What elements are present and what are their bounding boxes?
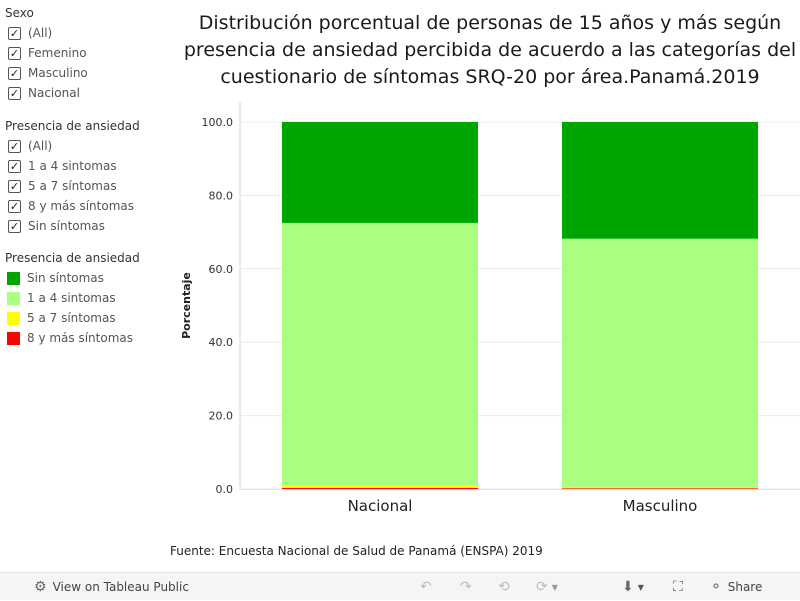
filter-presencia-all[interactable]: ✓ (All) bbox=[8, 138, 52, 154]
legend-title: Presencia de ansiedad bbox=[5, 251, 140, 265]
legend-label: 1 a 4 sintomas bbox=[27, 291, 116, 305]
filter-presencia-sin[interactable]: ✓ Sin síntomas bbox=[8, 218, 105, 234]
bar-segment bbox=[562, 122, 758, 239]
checkbox-icon[interactable]: ✓ bbox=[8, 66, 21, 80]
bar-segment bbox=[282, 487, 478, 489]
filter-sexo-nacional[interactable]: ✓ Nacional bbox=[8, 85, 80, 101]
legend-label: 5 a 7 síntomas bbox=[27, 311, 116, 325]
checkbox-icon[interactable]: ✓ bbox=[8, 159, 21, 173]
chevron-down-icon: ▼ bbox=[637, 582, 644, 592]
legend-item-8mas[interactable]: 8 y más síntomas bbox=[7, 330, 133, 346]
filter-label: Nacional bbox=[28, 86, 80, 100]
y-tick-label: 20.0 bbox=[209, 410, 234, 423]
y-axis-title: Porcentaje bbox=[180, 272, 193, 339]
redo-button[interactable]: ↷ bbox=[460, 573, 472, 601]
fullscreen-icon: ⛶ bbox=[673, 579, 683, 595]
filter-label: (All) bbox=[28, 139, 53, 153]
refresh-icon: ⟳ bbox=[536, 579, 548, 595]
download-icon: ⬇ bbox=[622, 579, 634, 595]
legend-item-1a4[interactable]: 1 a 4 sintomas bbox=[7, 290, 116, 306]
bar-segment bbox=[562, 238, 758, 488]
filter-label: (All) bbox=[28, 26, 53, 40]
chart-title-line: cuestionario de síntomas SRQ-20 por área… bbox=[220, 66, 760, 88]
filter-label: 1 a 4 sintomas bbox=[28, 159, 117, 173]
legend-swatch bbox=[7, 331, 20, 345]
y-tick-label: 80.0 bbox=[209, 189, 234, 202]
chart-title-line: presencia de ansiedad percibida de acuer… bbox=[183, 39, 797, 61]
fullscreen-button[interactable]: ⛶ bbox=[673, 573, 683, 601]
refresh-button[interactable]: ⟳ ▼ bbox=[536, 573, 558, 601]
filter-sexo-femenino[interactable]: ✓ Femenino bbox=[8, 45, 87, 61]
share-icon: ⚬ bbox=[710, 579, 722, 595]
revert-button[interactable]: ⟲ bbox=[498, 573, 510, 601]
undo-button[interactable]: ↶ bbox=[420, 573, 432, 601]
checkbox-icon[interactable]: ✓ bbox=[8, 46, 21, 60]
view-on-tableau-button[interactable]: ⚙ View on Tableau Public bbox=[34, 573, 189, 601]
y-tick-label: 60.0 bbox=[209, 263, 234, 276]
y-tick-label: 40.0 bbox=[209, 336, 234, 349]
checkbox-icon[interactable]: ✓ bbox=[8, 199, 21, 213]
bar-segment bbox=[562, 487, 758, 489]
x-category-label: Nacional bbox=[348, 497, 413, 515]
filter-sexo-all[interactable]: ✓ (All) bbox=[8, 25, 52, 41]
redo-icon: ↷ bbox=[460, 579, 472, 595]
filter-presencia-5a7[interactable]: ✓ 5 a 7 síntomas bbox=[8, 178, 117, 194]
legend-label: 8 y más síntomas bbox=[27, 331, 134, 345]
y-tick-label: 100.0 bbox=[202, 116, 234, 129]
bar-segment bbox=[282, 484, 478, 488]
filter-label: Femenino bbox=[28, 46, 87, 60]
bar-segment bbox=[562, 488, 758, 489]
share-button[interactable]: ⚬ Share bbox=[710, 573, 762, 601]
filter-presencia-8mas[interactable]: ✓ 8 y más síntomas bbox=[8, 198, 134, 214]
share-label: Share bbox=[727, 580, 763, 594]
bar-segment bbox=[282, 122, 478, 223]
chevron-down-icon: ▼ bbox=[551, 582, 558, 592]
checkbox-icon[interactable]: ✓ bbox=[8, 26, 21, 40]
legend-item-5a7[interactable]: 5 a 7 síntomas bbox=[7, 310, 116, 326]
view-on-tableau-label: View on Tableau Public bbox=[52, 580, 189, 594]
y-tick-label: 0.0 bbox=[216, 483, 234, 496]
legend-swatch bbox=[7, 311, 20, 325]
filter-label: Masculino bbox=[28, 66, 88, 80]
filter-title-sexo: Sexo bbox=[5, 6, 34, 20]
stacked-bar-chart: 0.0 20.0 40.0 60.0 80.0 100.0 Porcentaje Nacion… bbox=[180, 102, 800, 515]
download-button[interactable]: ⬇ ▼ bbox=[622, 573, 644, 601]
tableau-toolbar: ⚙ View on Tableau Public ↶ ↷ ⟲ ⟳ ▼ ⬇ ▼ ⛶… bbox=[0, 572, 800, 600]
filter-label: Sin síntomas bbox=[28, 219, 105, 233]
bar-segment bbox=[282, 222, 478, 485]
chart-title-line: Distribución porcentual de personas de 1… bbox=[198, 12, 782, 34]
source-note: Fuente: Encuesta Nacional de Salud de Pa… bbox=[170, 544, 543, 558]
x-category-label: Masculino bbox=[623, 497, 698, 515]
filter-label: 8 y más síntomas bbox=[28, 199, 135, 213]
legend-swatch bbox=[7, 271, 20, 285]
filter-sexo-masculino[interactable]: ✓ Masculino bbox=[8, 65, 88, 81]
legend-swatch bbox=[7, 291, 20, 305]
undo-icon: ↶ bbox=[420, 579, 432, 595]
legend-label: Sin síntomas bbox=[27, 271, 104, 285]
checkbox-icon[interactable]: ✓ bbox=[8, 86, 21, 100]
filter-label: 5 a 7 síntomas bbox=[28, 179, 117, 193]
revert-icon: ⟲ bbox=[498, 579, 510, 595]
checkbox-icon[interactable]: ✓ bbox=[8, 139, 21, 153]
checkbox-icon[interactable]: ✓ bbox=[8, 219, 21, 233]
filter-presencia-1a4[interactable]: ✓ 1 a 4 sintomas bbox=[8, 158, 117, 174]
checkbox-icon[interactable]: ✓ bbox=[8, 179, 21, 193]
tableau-logo-icon: ⚙ bbox=[34, 579, 47, 595]
chart-title: Distribución porcentual de personas de 1… bbox=[180, 10, 800, 91]
legend-item-sin-sintomas[interactable]: Sin síntomas bbox=[7, 270, 104, 286]
filter-title-presencia: Presencia de ansiedad bbox=[5, 119, 140, 133]
